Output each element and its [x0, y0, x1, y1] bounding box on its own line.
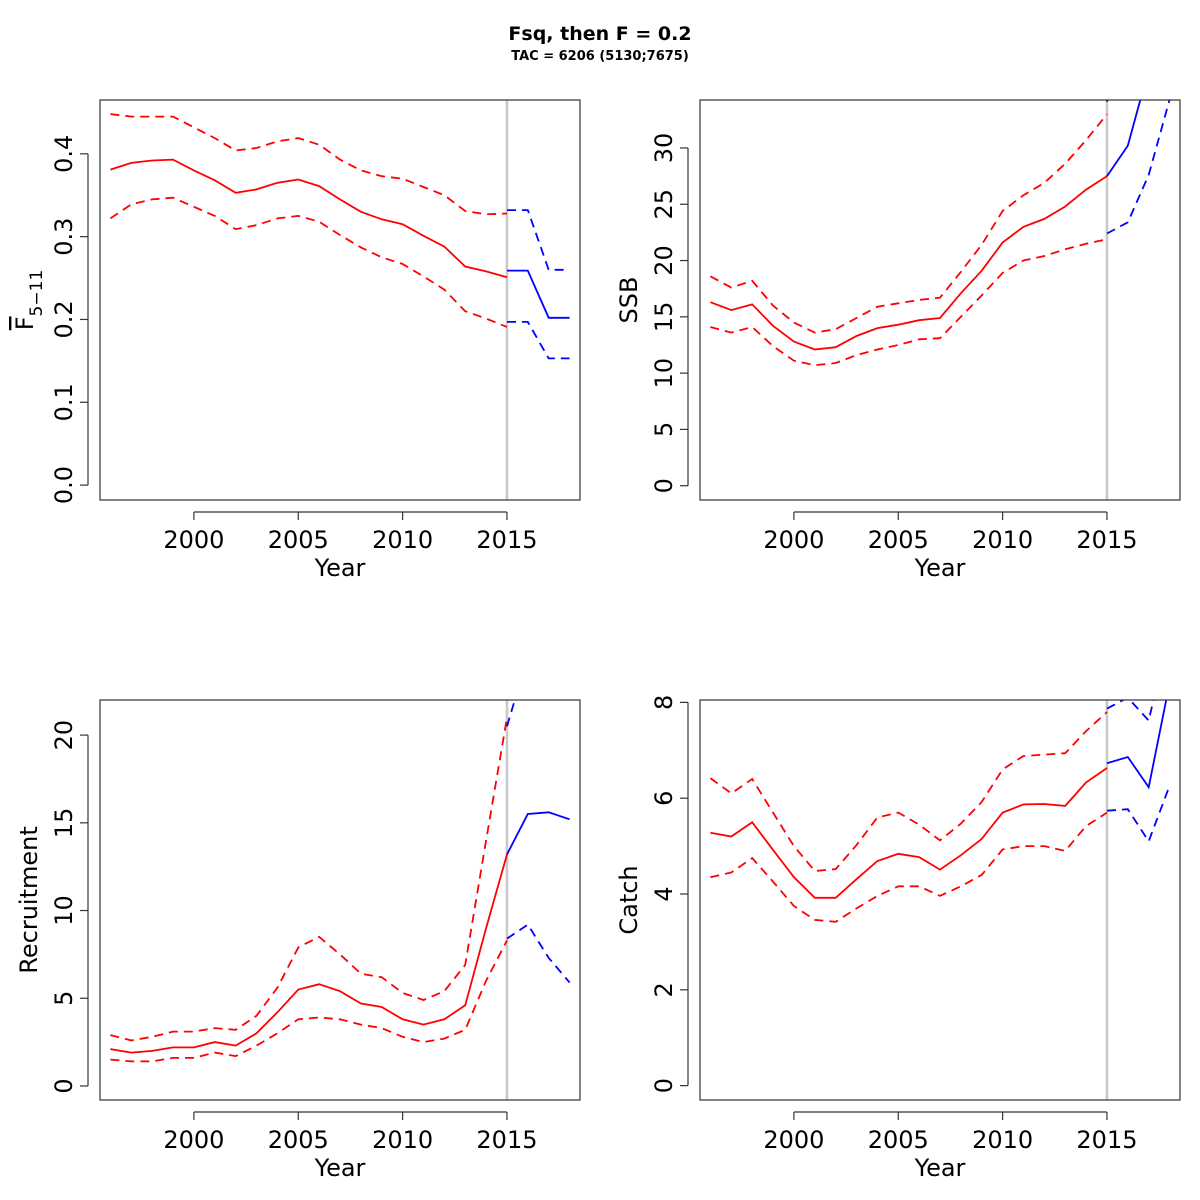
fbar-y-tick-label: 0.0 — [50, 466, 78, 504]
ssb-panel-x-axis-label: Year — [914, 554, 966, 582]
ssb-panel: 2000 2005 2010 2015 0 5 10 15 20 25 30 Year SSB — [615, 99, 1181, 582]
figure-subtitle: TAC = 6206 (5130;7675) — [511, 49, 689, 64]
ssb-x-tick-label: 2005 — [868, 526, 929, 554]
recruitment-projection-estimate-line — [506, 811, 570, 855]
fbar-x-tick-label: 2005 — [268, 526, 329, 554]
catch-x-tick-label: 2015 — [1076, 1126, 1137, 1154]
recruitment-y-tick-label: 10 — [50, 895, 78, 926]
fbar-y-tick-label: 0.3 — [50, 218, 78, 256]
recruitment-panel: 2000 2005 2010 2015 0 5 10 15 20 Year Recruitmen… — [15, 699, 581, 1182]
recruitment-y-tick-label: 5 — [50, 991, 78, 1006]
ssb-y-tick-label: 5 — [650, 422, 678, 437]
catch-historical-estimate-line — [710, 767, 1108, 899]
catch-y-tick-label: 4 — [650, 886, 678, 901]
catch-panel-x-axis-label: Year — [914, 1154, 966, 1182]
fbar-x-tick-label: 2015 — [476, 526, 537, 554]
recruitment-projection-lower-ci-line — [506, 923, 571, 984]
ssb-historical-estimate-line — [710, 175, 1108, 351]
ssb-historical-upper-ci-line — [709, 113, 1108, 334]
catch-historical-lower-ci-line — [710, 811, 1108, 923]
fbar-y-tick-label: 0.4 — [50, 135, 78, 173]
ssb-y-tick-label: 20 — [650, 245, 678, 276]
recruitment-panel-x-axis-label: Year — [314, 1154, 366, 1182]
catch-projection-upper-ci-line — [1106, 700, 1155, 723]
fbar-projection-lower-ci-line — [507, 320, 570, 360]
fbar-projection-estimate-line — [507, 269, 570, 319]
fbar-x-tick-label: 2010 — [372, 526, 433, 554]
recruitment-x-tick-label: 2015 — [476, 1126, 537, 1154]
fbar-y-label-subscript: 5−11 — [27, 270, 47, 317]
catch-y-tick-label: 8 — [650, 695, 678, 710]
fbar-panel: 2000 2005 2010 2015 0.0 0.1 0.2 0.3 0.4 Year F5−… — [11, 99, 581, 582]
recruitment-projection-upper-ci-line — [506, 700, 516, 727]
fbar-y-tick-label: 0.2 — [50, 300, 78, 338]
ssb-x-tick-label: 2015 — [1076, 526, 1137, 554]
fbar-projection-upper-ci-line — [507, 209, 570, 271]
recruitment-y-tick-label: 0 — [50, 1078, 78, 1093]
ssb-x-tick-label: 2000 — [763, 526, 824, 554]
ssb-y-tick-label: 10 — [650, 358, 678, 389]
ssb-y-tick-label: 25 — [650, 189, 678, 220]
ssb-projection-estimate-line — [1106, 100, 1142, 177]
catch-projection-lower-ci-line — [1106, 785, 1171, 844]
ssb-projection-lower-ci-line — [1106, 100, 1171, 235]
recruitment-historical-estimate-line — [110, 854, 508, 1054]
recruitment-historical-upper-ci-line — [110, 717, 508, 1042]
fbar-historical-upper-ci-line — [110, 113, 508, 216]
ssb-y-tick-label: 0 — [650, 478, 678, 493]
fbar-panel-x-axis-label: Year — [314, 554, 366, 582]
fbar-panel-y-axis-label: F5−11 — [11, 270, 47, 331]
recruitment-plot-frame — [99, 699, 581, 1101]
catch-y-tick-label: 6 — [650, 791, 678, 806]
recruitment-y-tick-label: 15 — [50, 808, 78, 839]
catch-y-tick-label: 0 — [650, 1078, 678, 1093]
fbar-y-tick-label: 0.1 — [50, 383, 78, 421]
fbar-historical-lower-ci-line — [109, 196, 508, 328]
catch-panel: 2000 2005 2010 2015 0 2 4 6 8 Year Catch — [615, 695, 1181, 1182]
recruitment-historical-lower-ci-line — [110, 939, 508, 1063]
catch-panel-y-axis-label: Catch — [615, 865, 643, 934]
ssb-projection-upper-ci-line — [1106, 100, 1109, 103]
ssb-historical-lower-ci-line — [710, 238, 1108, 367]
ssb-x-tick-label: 2010 — [972, 526, 1033, 554]
catch-x-tick-label: 2005 — [868, 1126, 929, 1154]
recruitment-x-tick-label: 2005 — [268, 1126, 329, 1154]
catch-projection-estimate-line — [1106, 700, 1168, 790]
catch-historical-upper-ci-line — [709, 711, 1108, 872]
recruitment-x-tick-label: 2000 — [163, 1126, 224, 1154]
ssb-y-tick-label: 30 — [650, 133, 678, 164]
catch-y-tick-label: 2 — [650, 982, 678, 997]
recruitment-panel-y-axis-label: Recruitment — [15, 826, 43, 973]
recruitment-x-tick-label: 2010 — [372, 1126, 433, 1154]
figure-title: Fsq, then F = 0.2 — [508, 23, 691, 45]
fbar-y-label-main: F — [11, 316, 39, 330]
ssb-panel-y-axis-label: SSB — [615, 277, 643, 324]
catch-plot-frame — [699, 699, 1181, 1101]
catch-x-tick-label: 2010 — [972, 1126, 1033, 1154]
ssb-plot-frame — [699, 99, 1181, 501]
ssb-y-tick-label: 15 — [650, 302, 678, 333]
fbar-historical-estimate-line — [110, 158, 508, 279]
fbar-plot-frame — [99, 99, 581, 501]
recruitment-y-tick-label: 20 — [50, 720, 78, 751]
fbar-x-tick-label: 2000 — [163, 526, 224, 554]
catch-x-tick-label: 2000 — [763, 1126, 824, 1154]
